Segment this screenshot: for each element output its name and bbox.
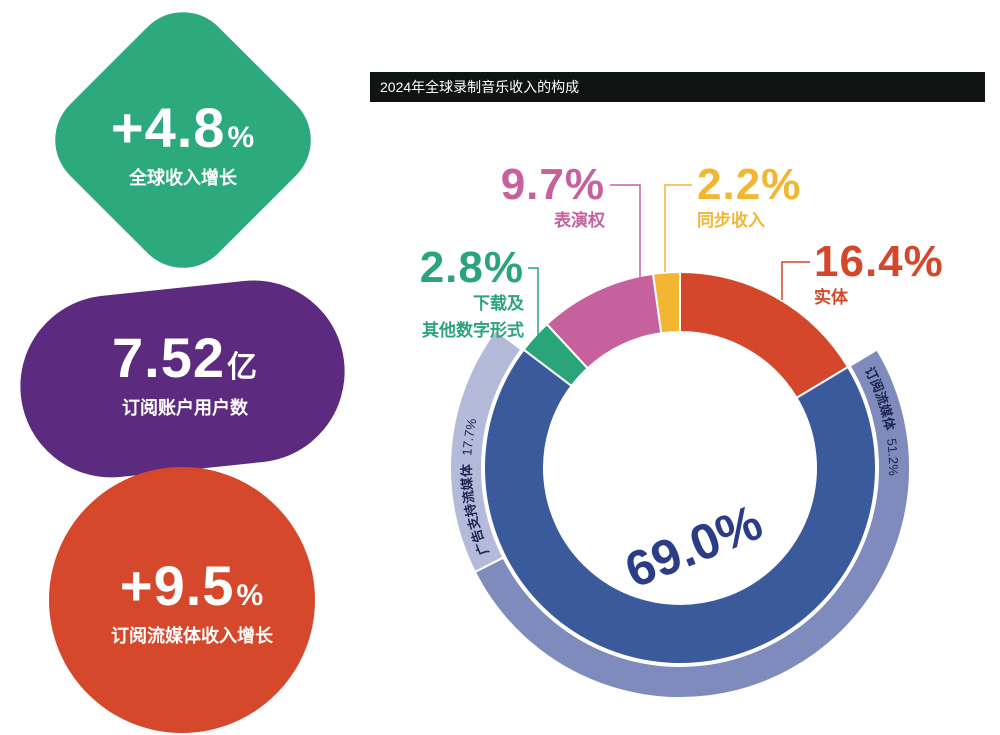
center-value: 69.0% [617,494,769,599]
stat-value: 7.52 [112,326,225,389]
sub-ring-value: 51.2% [884,438,901,477]
stat-value-row: +4.8% [53,100,313,156]
stat-value-row: +9.5% [62,558,322,614]
callout-value: 9.7% [500,160,605,209]
callout: 9.7% 表演权 [501,163,605,234]
callout-category: 实体 [814,288,848,307]
leaders [528,184,810,335]
leader-line [528,267,539,335]
stat-card: +9.5% 订阅流媒体收入增长 [62,558,322,648]
stat-shape [49,467,315,733]
sub-ring-value: 17.7% [459,417,479,457]
stat-value: +4.8 [110,96,226,159]
callout: 2.2% 同步收入 [697,163,801,234]
callout: 16.4% 实体 [814,240,944,311]
donut: 订阅流媒体 51.2%广告支持流媒体17.7% [449,270,911,699]
donut-segment [483,348,877,665]
callout-category: 同步收入 [697,211,765,230]
leader-line [610,184,641,282]
donut-segment [651,270,681,335]
callout-category: 下载及 其他数字形式 [422,294,524,341]
sub-ring-segment [449,328,523,574]
callout: 2.8% 下载及 其他数字形式 [420,246,524,344]
stat-unit: 亿 [227,351,258,384]
stat-label: 订阅账户用户数 [122,398,248,418]
stat-unit: % [227,121,256,154]
stat-value-row: 7.52亿 [55,330,315,386]
callout-value: 16.4% [814,237,944,286]
stat-unit: % [236,579,265,612]
chart-title: 2024年全球录制音乐收入的构成 [370,72,985,102]
stat-shape [55,12,311,268]
stat-value: +9.5 [119,554,235,617]
stat-card: 7.52亿 订阅账户用户数 [55,330,315,420]
stat-label: 全球收入增长 [129,168,237,188]
callout-value: 2.8% [419,243,524,292]
stat-card: +4.8% 全球收入增长 [53,100,313,190]
leader-line [664,184,692,272]
leader-line [781,261,810,300]
stat-label: 订阅流媒体收入增长 [111,626,273,646]
callout-value: 2.2% [697,160,802,209]
callout-category: 表演权 [554,211,605,230]
stat-shape [20,280,345,478]
